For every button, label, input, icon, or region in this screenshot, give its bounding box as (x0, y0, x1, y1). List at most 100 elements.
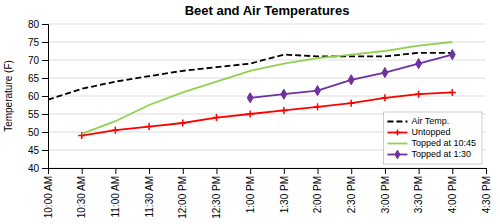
legend-label: Air Temp. (411, 116, 449, 126)
x-tick: 11:30 AM (144, 168, 155, 218)
tick-mark (284, 168, 285, 174)
y-tick: 40 (28, 163, 48, 174)
marker (382, 68, 388, 78)
marker (280, 107, 287, 114)
marker (315, 86, 321, 96)
tick-label: 1:30 PM (279, 176, 290, 213)
marker (146, 123, 153, 130)
marker (213, 114, 220, 121)
tick-label: 12:00 PM (177, 176, 188, 219)
tick-label: 11:30 AM (144, 176, 155, 218)
tick-label: 55 (28, 109, 40, 120)
x-tick: 10:30 AM (76, 168, 87, 218)
tick-mark (318, 168, 319, 174)
x-tick: 3:00 PM (380, 168, 391, 213)
tick-mark (42, 132, 48, 133)
marker (415, 91, 422, 98)
legend-label: Topped at 1:30 (411, 149, 471, 159)
grid (48, 24, 486, 168)
tick-label: 10:00 AM (43, 176, 54, 218)
tick-mark (419, 168, 420, 174)
x-tick: 10:00 AM (43, 168, 54, 218)
y-tick: 45 (28, 145, 48, 156)
tick-label: 70 (28, 55, 40, 66)
tick-label: 60 (28, 91, 40, 102)
tick-mark (115, 168, 116, 174)
tick-mark (42, 78, 48, 79)
tick-mark (452, 168, 453, 174)
marker (348, 75, 354, 85)
axis-title: Temperature (F) (3, 60, 14, 132)
y-tick: 55 (28, 109, 48, 120)
legend-frame (383, 112, 482, 164)
legend-label: Topped at 10:45 (411, 138, 476, 148)
axis-line (42, 25, 49, 169)
marker (449, 89, 456, 96)
y-tick: 50 (28, 127, 48, 138)
tick-label: 1:00 PM (245, 176, 256, 213)
legend-entry: Topped at 1:30 (387, 149, 471, 159)
grid-line (48, 42, 486, 43)
tick-mark (149, 168, 150, 174)
marker (281, 89, 287, 99)
x-tick: 12:00 PM (177, 168, 188, 219)
chart: 10:00 AM 10:30 AM 11:00 AM 11:30 AM 12:00 PM… (0, 0, 500, 224)
tick-mark (42, 168, 48, 169)
tick-mark (42, 24, 48, 25)
marker (314, 103, 321, 110)
legend-marker (395, 150, 400, 159)
x-tick: 1:00 PM (245, 168, 256, 213)
tick-mark (385, 168, 386, 174)
tick-mark (42, 150, 48, 151)
tick-label: 75 (28, 37, 40, 48)
x-tick: 4:30 PM (481, 168, 492, 213)
tick-mark (42, 42, 48, 43)
y-axis: 40 45 50 55 60 65 70 75 80 (28, 19, 49, 174)
tick-label: 50 (28, 127, 40, 138)
tick-label: 3:30 PM (413, 176, 424, 213)
legend: Air Temp.UntoppedTopped at 10:45Topped a… (383, 112, 482, 164)
x-tick: 11:00 AM (110, 168, 121, 218)
tick-mark (250, 168, 251, 174)
tick-label: 4:00 PM (447, 176, 458, 213)
tick-label: 45 (28, 145, 40, 156)
tick-mark (42, 96, 48, 97)
x-tick: 3:30 PM (413, 168, 424, 213)
marker (449, 50, 455, 60)
x-tick: 2:00 PM (312, 168, 323, 213)
x-tick: 2:30 PM (346, 168, 357, 213)
legend-label: Untopped (411, 127, 450, 137)
legend-marker (394, 130, 400, 136)
tick-mark (42, 60, 48, 61)
tick-label: 65 (28, 73, 40, 84)
series-line (250, 55, 452, 98)
x-tick: 12:30 PM (211, 168, 222, 219)
tick-label: 10:30 AM (76, 176, 87, 218)
marker (112, 127, 119, 134)
marker (247, 93, 253, 103)
y-tick: 75 (28, 37, 48, 48)
x-tick: 1:30 PM (279, 168, 290, 213)
grid-line (48, 78, 486, 79)
tick-label: 2:30 PM (346, 176, 357, 213)
tick-label: 4:30 PM (481, 176, 492, 213)
y-tick: 70 (28, 55, 48, 66)
tick-mark (183, 168, 184, 174)
tick-mark (351, 168, 352, 174)
marker (348, 100, 355, 107)
legend-entry: Untopped (387, 127, 450, 137)
legend-swatch (387, 121, 407, 123)
y-tick: 65 (28, 73, 48, 84)
grid-line (48, 60, 486, 61)
tick-mark (42, 114, 48, 115)
plot: 10:00 AM 10:30 AM 11:00 AM 11:30 AM 12:00 PM… (28, 19, 492, 219)
tick-mark (486, 168, 487, 174)
y-tick: 80 (28, 19, 48, 30)
grid-line (48, 24, 486, 25)
tick-label: 2:00 PM (312, 176, 323, 213)
marker (179, 120, 186, 127)
marker (381, 94, 388, 101)
title: Beet and Air Temperatures (185, 3, 350, 18)
axis-line (49, 169, 487, 175)
legend-entry: Air Temp. (387, 116, 449, 126)
